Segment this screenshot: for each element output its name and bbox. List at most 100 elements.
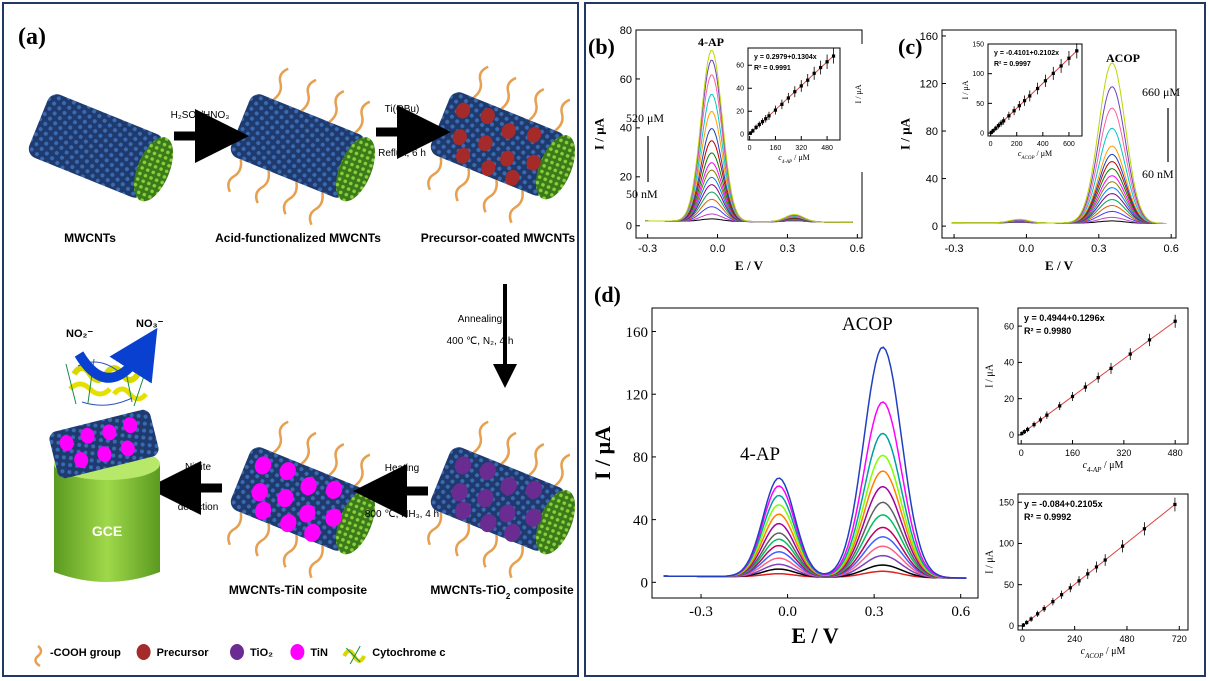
data-point bbox=[748, 131, 753, 135]
data-point bbox=[760, 120, 765, 124]
charts-canvas: -0.3 0.0 0.3 0.6 0 20 40 60 80 E / V I / μA (b) 4-AP… bbox=[588, 25, 1189, 660]
x-tick-label: 0.0 bbox=[710, 243, 725, 255]
redox-arrow-icon bbox=[74, 327, 158, 384]
cooh-squiggle-icon bbox=[34, 645, 43, 668]
legend-label: Precursor bbox=[157, 647, 210, 659]
panel-d-label: (d) bbox=[594, 282, 621, 307]
data-point bbox=[1051, 71, 1055, 75]
data-point bbox=[1083, 385, 1087, 389]
tube-cap bbox=[335, 137, 376, 202]
protein-strand bbox=[345, 645, 361, 665]
precursor-particle bbox=[455, 102, 471, 119]
tio2-particle bbox=[499, 504, 516, 523]
data-point bbox=[1058, 404, 1062, 408]
y-tick-label: 120 bbox=[920, 78, 938, 90]
tio2-particle bbox=[525, 480, 543, 499]
tin-particle bbox=[299, 504, 316, 523]
y-tick-label: 150 bbox=[972, 41, 984, 48]
y-tick-label: 0 bbox=[932, 221, 938, 233]
nanotube-icon bbox=[427, 65, 576, 224]
label-mwcnts: MWCNTs bbox=[64, 231, 116, 245]
x-tick-label: 720 bbox=[1172, 634, 1187, 644]
data-point bbox=[1036, 612, 1040, 616]
cv-curve bbox=[663, 401, 967, 579]
cooh-group bbox=[300, 78, 317, 112]
fit-r2: R² = 0.9991 bbox=[754, 65, 791, 72]
arrow-anneal-label-1: Annealing bbox=[458, 314, 502, 325]
x-label-sub: 4-AP bbox=[1087, 466, 1102, 474]
arrow-acid-label: H₂SO₄/HNO₃ bbox=[171, 110, 230, 121]
x-tick-label: 0 bbox=[989, 141, 993, 148]
precursor-particle bbox=[480, 108, 495, 125]
y-tick-label: 0 bbox=[641, 576, 649, 592]
inset-y-label: I / μA bbox=[985, 549, 996, 573]
tin-particle bbox=[279, 462, 296, 481]
data-point bbox=[1012, 109, 1016, 113]
data-point bbox=[1043, 79, 1048, 83]
data-point bbox=[793, 90, 797, 94]
legend-item: -COOH group bbox=[34, 645, 121, 668]
x-tick-label: 320 bbox=[1116, 448, 1131, 458]
legend-item: TiN bbox=[290, 644, 328, 660]
cooh-group bbox=[528, 443, 545, 476]
data-point bbox=[1020, 431, 1024, 436]
tin-particle bbox=[120, 440, 135, 457]
x-tick-label: 0.0 bbox=[1019, 243, 1034, 255]
tio2-particle bbox=[480, 514, 497, 533]
tin-particle bbox=[304, 523, 321, 542]
peak-label-acop: ACOP bbox=[842, 314, 893, 335]
legend-label: Cytochrome c bbox=[372, 647, 445, 659]
y-axis-label: I / μA bbox=[590, 426, 615, 480]
data-point bbox=[1147, 338, 1152, 342]
data-point bbox=[1059, 64, 1063, 68]
data-point bbox=[751, 129, 755, 133]
cooh-group bbox=[500, 431, 517, 465]
x-tick-label: 600 bbox=[1063, 141, 1075, 148]
cooh-group bbox=[328, 90, 345, 123]
panel-charts: -0.3 0.0 0.3 0.6 0 20 40 60 80 E / V I / μA (b) 4-AP… bbox=[584, 2, 1206, 677]
gce-label: GCE bbox=[92, 523, 122, 539]
cooh-group bbox=[508, 190, 524, 224]
x-label-symbol: c bbox=[1081, 646, 1086, 657]
cv-curve bbox=[645, 206, 853, 223]
data-point bbox=[1096, 376, 1100, 380]
cooh-group bbox=[328, 443, 345, 476]
data-point bbox=[1038, 418, 1043, 422]
tin-particle bbox=[74, 452, 89, 468]
x-tick-label: 0.3 bbox=[780, 243, 795, 255]
x-tick-label: 320 bbox=[795, 145, 807, 152]
tio2-particle bbox=[525, 508, 542, 527]
y-tick-label: 0 bbox=[980, 130, 984, 137]
x-tick-label: 0.0 bbox=[778, 604, 797, 620]
data-point bbox=[825, 60, 829, 64]
x-label-sub: ACOP bbox=[1084, 652, 1104, 660]
data-point bbox=[773, 108, 778, 112]
cooh-group bbox=[554, 453, 571, 487]
inset-background bbox=[742, 44, 874, 172]
inset-y-label: I / μA bbox=[985, 363, 996, 387]
y-tick-label: 80 bbox=[633, 450, 648, 466]
data-point bbox=[989, 130, 993, 135]
conc-low-label: 60 nM bbox=[1142, 167, 1174, 181]
inset-y-label: I / μA bbox=[854, 84, 863, 103]
x-label-unit: / μM bbox=[1101, 460, 1123, 471]
data-point bbox=[786, 96, 790, 100]
cooh-group bbox=[508, 545, 524, 579]
chart-c-inset: 0 200 400 600 0 50 100 150 y = -0.4101+0.2102x R²… bbox=[961, 41, 1083, 161]
data-point bbox=[1086, 572, 1090, 576]
legend: -COOH group Precursor TiO₂ TiN Cytochrome c bbox=[34, 644, 446, 668]
plot-frame bbox=[941, 29, 1177, 239]
tio2-dot-icon bbox=[230, 644, 244, 660]
tin-particle bbox=[97, 446, 112, 463]
cooh-group bbox=[472, 420, 489, 454]
nanotube-icon bbox=[227, 420, 376, 579]
fit-equation: y = -0.084+0.2105x bbox=[1024, 499, 1103, 509]
arrow-acid: H₂SO₄/HNO₃ bbox=[171, 109, 249, 163]
x-tick-label: 0 bbox=[1020, 634, 1025, 644]
data-point bbox=[767, 114, 771, 118]
cooh-group bbox=[272, 67, 289, 101]
data-point bbox=[994, 126, 998, 130]
x-axis-label: E / V bbox=[791, 623, 838, 648]
cooh-group bbox=[300, 431, 317, 465]
tin-dot-icon bbox=[290, 644, 305, 660]
